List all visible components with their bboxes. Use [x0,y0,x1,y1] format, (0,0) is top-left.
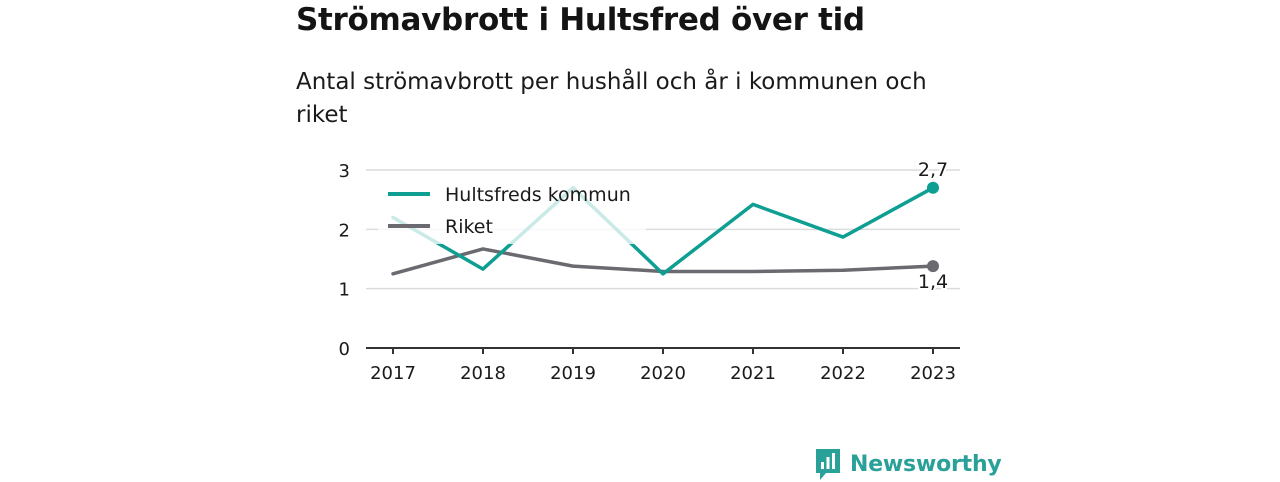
legend-label: Riket [445,216,493,238]
legend-label: Hultsfreds kommun [445,184,631,206]
chart-subtitle: Antal strömavbrott per hushåll och år i … [296,69,927,128]
newsworthy-logo: Newsworthy [814,446,1002,482]
x-tick-label: 2021 [730,363,776,384]
newsworthy-logo-icon [816,449,840,480]
series-line-1 [391,247,935,276]
chart-title: Strömavbrott i Hultsfred över tid [296,2,865,38]
end-point-marker [927,181,939,194]
x-tick-label: 2018 [460,363,506,384]
end-value-label: 1,4 [918,271,948,293]
x-tick-label: 2017 [370,363,416,384]
end-point-marker [927,260,939,273]
legend: Hultsfreds kommun Riket [378,178,646,244]
axes: 0 1 2 3 2017 2018 2019 2020 2021 2022 2023 [339,161,960,384]
x-tick-label: 2019 [550,363,596,384]
x-tick-label: 2020 [640,363,686,384]
end-value-label: 2,7 [918,159,948,181]
x-tick-label: 2023 [910,363,956,384]
brand-name: Newsworthy [850,451,1002,477]
legend-background [378,178,646,244]
end-labels: 2,7 1,4 [916,157,950,295]
y-tick-label: 1 [339,280,350,301]
x-tick-label: 2022 [820,363,866,384]
series-line-0 [391,186,935,276]
y-tick-label: 0 [339,339,350,360]
y-tick-label: 3 [339,161,350,182]
y-tick-label: 2 [339,220,350,241]
series-lines [391,186,935,276]
